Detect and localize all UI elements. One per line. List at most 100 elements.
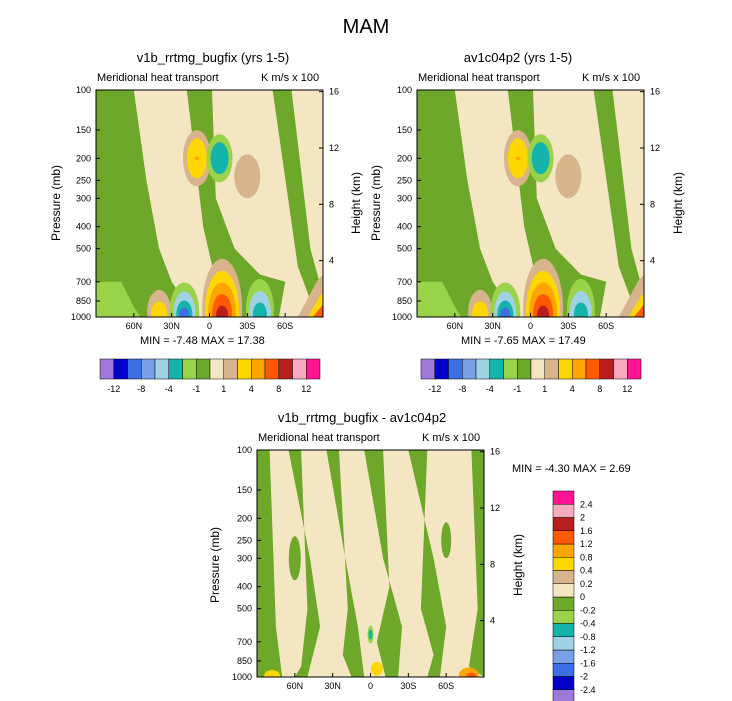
colorbar-swatch — [627, 358, 642, 380]
panel-3-units: K m/s x 100 — [422, 432, 481, 444]
pressure-tick-label: 200 — [237, 513, 252, 523]
green-zone-north — [96, 90, 197, 317]
colorbar-diff-label: -0.2 — [580, 605, 596, 615]
pressure-tick-label: 500 — [76, 244, 91, 254]
colorbar-diff-swatch — [552, 623, 575, 637]
diff-streak-small-2 — [441, 522, 452, 559]
colorbar-label: 4 — [570, 384, 575, 394]
panel-2-field — [417, 90, 644, 317]
pressure-tick-label: 250 — [76, 175, 91, 185]
diff-streak-5 — [408, 450, 447, 677]
lat-tick-label: 30S — [239, 321, 255, 331]
pressure-tick-label: 300 — [76, 193, 91, 203]
orange-dot-north-upper — [515, 156, 520, 161]
colorbar-label: 8 — [597, 384, 602, 394]
tan-blob-south-upper — [555, 154, 582, 199]
teal-core-south-upper — [210, 142, 229, 175]
colorbar-diff-swatch — [552, 676, 575, 690]
colorbar-label: -8 — [458, 384, 466, 394]
colorbar-diff-swatch — [552, 530, 575, 545]
colorbar-diff-label: -2 — [580, 672, 588, 682]
colorbar-diff-swatch — [552, 649, 575, 664]
panel-2-subtitle: Meridional heat transport — [418, 72, 540, 84]
green-zone-south — [593, 90, 644, 317]
colorbar-label: 4 — [249, 384, 254, 394]
diff-streak-3 — [326, 450, 365, 677]
colorbar-diff-swatch — [552, 610, 575, 624]
pressure-tick-label: 300 — [397, 193, 412, 203]
colorbar-diff-swatch — [552, 689, 575, 701]
lat-tick-label: 30N — [163, 321, 180, 331]
colorbar-diff-label: 1.6 — [580, 526, 593, 536]
lat-tick-label: 60S — [438, 681, 454, 691]
pressure-tick-label: 200 — [76, 153, 91, 163]
colorbar-label: -4 — [165, 384, 173, 394]
height-tick-label: 12 — [329, 143, 339, 153]
height-tick-label: 16 — [329, 87, 339, 97]
blue-core-north-lower — [500, 307, 511, 317]
panel-1-subtitle: Meridional heat transport — [97, 72, 219, 84]
figure-title: MAM — [342, 16, 390, 38]
pressure-tick-label: 1000 — [392, 312, 412, 322]
lat-tick-label: 30S — [560, 321, 576, 331]
diff-streak-2 — [288, 450, 321, 677]
lat-tick-label: 0 — [207, 321, 212, 331]
teal-core-south-lower — [252, 302, 267, 317]
darkred-core-equator-lower — [537, 305, 550, 317]
colorbar-diff-label: 0.8 — [580, 552, 593, 562]
diff-streak-4 — [364, 450, 402, 677]
colorbar-diff-swatch — [552, 557, 575, 571]
pressure-tick-label: 1000 — [71, 312, 91, 322]
colorbar-label: 12 — [622, 384, 632, 394]
colorbar-label: -1 — [192, 384, 200, 394]
colorbar-label: 12 — [301, 384, 311, 394]
lat-tick-label: 60N — [447, 321, 464, 331]
pressure-tick-label: 1000 — [232, 672, 252, 682]
colorbar-label: -12 — [428, 384, 441, 394]
colorbar-diff-label: -1.2 — [580, 645, 596, 655]
height-tick-label: 16 — [490, 447, 500, 457]
colorbar-label: -12 — [107, 384, 120, 394]
pressure-tick-label: 100 — [397, 85, 412, 95]
pressure-tick-label: 700 — [397, 277, 412, 287]
colorbar-diff-label: -0.4 — [580, 619, 596, 629]
lat-tick-label: 0 — [528, 321, 533, 331]
colorbar-label: -4 — [486, 384, 494, 394]
panel-2-units: K m/s x 100 — [582, 72, 641, 84]
height-tick-label: 8 — [329, 199, 334, 209]
panel-3-subtitle: Meridional heat transport — [258, 432, 380, 444]
red-wedge-south — [633, 304, 644, 317]
colorbar-diff-label: 0.2 — [580, 579, 593, 589]
colorbar-diff-swatch — [552, 636, 575, 651]
colorbar-diff-swatch — [552, 490, 575, 505]
diff-red-south — [466, 672, 477, 677]
pressure-tick-label: 400 — [397, 222, 412, 232]
panel-2-stats: MIN = -7.65 MAX = 17.49 — [461, 335, 586, 347]
lat-tick-label: 30N — [484, 321, 501, 331]
colorbar-diff-swatch — [552, 663, 575, 677]
colorbar-diff-swatch — [552, 504, 575, 518]
pressure-tick-label: 400 — [76, 222, 91, 232]
diff-streak-6 — [452, 450, 484, 677]
diff-streak-small-1 — [288, 536, 301, 581]
lat-tick-label: 60S — [598, 321, 614, 331]
colorbar-label: 1 — [542, 384, 547, 394]
panel-3-stats: MIN = -4.30 MAX = 2.69 — [512, 463, 631, 475]
red-wedge-south — [312, 304, 323, 317]
colorbar-diff-swatch — [552, 583, 575, 598]
panel-1-stats: MIN = -7.48 MAX = 17.38 — [140, 335, 265, 347]
height-tick-label: 4 — [490, 616, 495, 626]
pressure-tick-label: 850 — [237, 656, 252, 666]
height-tick-label: 4 — [329, 256, 334, 266]
beige-band — [165, 90, 204, 317]
lat-tick-label: 0 — [368, 681, 373, 691]
panel-3-field — [257, 450, 484, 677]
colorbar-diff-swatch — [552, 596, 575, 611]
diff-streak-1 — [257, 450, 283, 677]
lightgreen-north — [96, 281, 141, 317]
panel-2-title: av1c04p2 (yrs 1-5) — [463, 50, 573, 65]
